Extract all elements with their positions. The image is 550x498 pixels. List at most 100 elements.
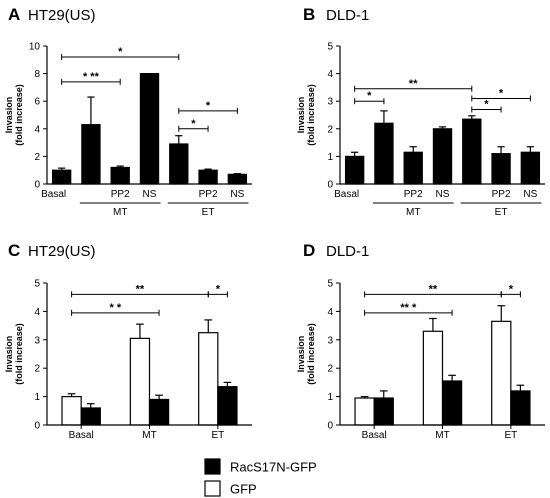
- x-tick-label: PP2: [111, 189, 130, 200]
- chart-panel-d: D DLD-1 Invasion (fold increase) 0 1 2 3 4 5 Basal…: [296, 241, 545, 441]
- group-label: MT: [113, 207, 127, 218]
- x-tick-label: ET: [211, 430, 224, 441]
- y-tick-label: 5: [327, 279, 333, 290]
- y-tick-label: 5: [327, 42, 333, 53]
- legend: RacS17N-GFP GFP: [204, 458, 317, 497]
- bar: [344, 155, 365, 185]
- x-tick-label: Basal: [69, 430, 94, 441]
- bar: [354, 397, 375, 426]
- y-axis-label: Invasion: [296, 97, 306, 134]
- significance-label: **: [409, 78, 418, 90]
- significance-label: **: [136, 283, 145, 295]
- y-axis-label: Invasion: [296, 336, 306, 373]
- bar: [432, 128, 453, 185]
- bar: [51, 169, 72, 185]
- bar: [491, 320, 512, 426]
- y-axis-label: Invasion: [4, 336, 14, 373]
- significance-label: *: [191, 118, 196, 130]
- y-tick-label: 2: [34, 152, 40, 163]
- significance-label: *: [484, 98, 489, 110]
- y-tick-label: 6: [34, 97, 40, 108]
- x-tick-label: PP2: [404, 189, 423, 200]
- x-tick-label: MT: [435, 430, 449, 441]
- bar: [422, 330, 444, 426]
- group-label: ET: [202, 207, 215, 218]
- y-tick-label: 4: [327, 69, 333, 80]
- y-tick-label: 3: [34, 335, 40, 346]
- x-tick-label: NS: [230, 189, 244, 200]
- significance-label: *: [216, 283, 221, 295]
- chart-panel-b: B DLD-1 Invasion (fold increase) 0 1 2 3 4 5 Basal…: [296, 5, 545, 218]
- bar: [110, 166, 130, 185]
- y-axis-label: (fold increase): [14, 323, 24, 385]
- y-axis-label: (fold increase): [14, 84, 24, 146]
- y-tick-label: 0: [327, 421, 333, 432]
- y-tick-label: 1: [327, 152, 333, 163]
- y-tick-label: 2: [34, 364, 40, 375]
- legend-swatch: [204, 480, 221, 497]
- y-axis-label: (fold increase): [306, 84, 316, 146]
- y-tick-label: 2: [327, 364, 333, 375]
- bar: [227, 173, 248, 185]
- y-tick-label: 10: [29, 42, 41, 53]
- bar: [374, 122, 394, 185]
- y-tick-label: 2: [327, 124, 333, 135]
- bar: [510, 390, 531, 426]
- bar: [217, 386, 238, 426]
- legend-swatch: [204, 458, 221, 475]
- bar: [198, 169, 218, 185]
- bar: [129, 337, 151, 426]
- significance-label: ** *: [400, 302, 417, 314]
- group-label: ET: [495, 207, 508, 218]
- significance-label: *: [509, 283, 514, 295]
- x-tick-label: Basal: [41, 189, 66, 200]
- bar: [198, 332, 219, 426]
- bar: [139, 72, 160, 185]
- significance-label: * *: [110, 302, 122, 314]
- bar: [80, 407, 101, 426]
- bar: [491, 153, 511, 185]
- group-label: MT: [406, 207, 420, 218]
- y-axis-label: Invasion: [4, 97, 14, 134]
- x-tick-label: NS: [143, 189, 157, 200]
- bar: [61, 396, 82, 426]
- x-tick-label: PP2: [492, 189, 511, 200]
- bar: [403, 151, 423, 185]
- panel-letter: A: [8, 5, 20, 24]
- y-tick-label: 4: [34, 124, 40, 135]
- y-axis-label: (fold increase): [306, 323, 316, 385]
- bar: [520, 151, 541, 185]
- y-tick-label: 1: [34, 392, 40, 403]
- significance-label: **: [429, 283, 438, 295]
- significance-label: *: [118, 46, 123, 58]
- bar: [462, 118, 482, 185]
- panel-letter: D: [303, 241, 315, 260]
- legend-label: RacS17N-GFP: [230, 460, 317, 475]
- y-tick-label: 0: [34, 180, 40, 191]
- bar: [148, 398, 170, 426]
- y-tick-label: 1: [327, 392, 333, 403]
- chart-panel-c: C HT29(US) Invasion (fold increase) 0 1 2 3 4 5 Ba…: [4, 241, 252, 441]
- y-tick-label: 3: [327, 97, 333, 108]
- panel-title: HT29(US): [28, 7, 96, 24]
- panel-title: DLD-1: [326, 7, 369, 24]
- y-tick-label: 3: [327, 335, 333, 346]
- panel-title: DLD-1: [326, 243, 369, 260]
- x-tick-label: PP2: [199, 189, 218, 200]
- bar: [81, 124, 101, 185]
- significance-label: *: [499, 87, 504, 99]
- y-tick-label: 0: [327, 180, 333, 191]
- significance-label: *: [367, 90, 372, 102]
- panel-letter: B: [303, 5, 315, 24]
- y-tick-label: 5: [34, 279, 40, 290]
- x-tick-label: ET: [504, 430, 517, 441]
- x-tick-label: Basal: [334, 189, 359, 200]
- legend-label: GFP: [230, 482, 257, 497]
- y-tick-label: 0: [34, 421, 40, 432]
- panel-title: HT29(US): [28, 243, 96, 260]
- y-tick-label: 4: [34, 307, 40, 318]
- y-tick-label: 4: [327, 307, 333, 318]
- significance-label: *: [206, 100, 211, 112]
- panel-letter: C: [8, 241, 20, 260]
